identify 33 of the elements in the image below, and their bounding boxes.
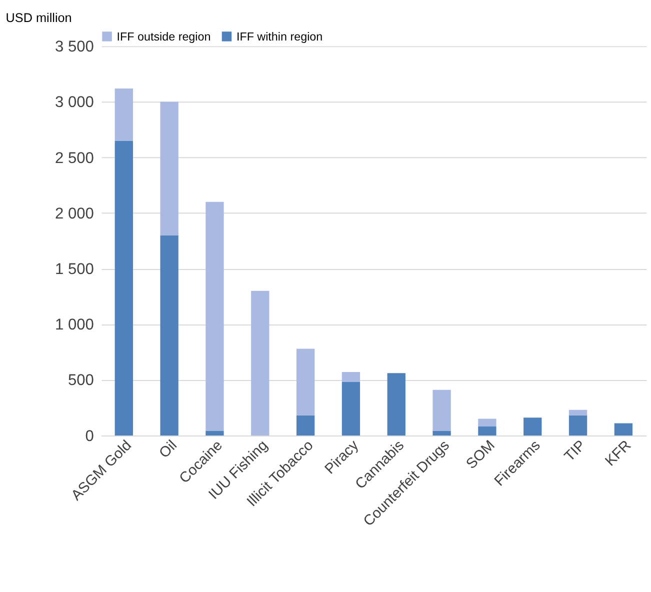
bar: [114, 88, 133, 141]
y-axis-title: USD million: [6, 10, 72, 25]
y-tick-label: 0: [85, 428, 94, 445]
bar: [387, 373, 406, 436]
bar: [432, 390, 451, 431]
bar: [568, 415, 588, 436]
legend-label: IFF outside region: [116, 30, 211, 44]
bar: [478, 426, 496, 436]
y-tick-label: 2 000: [54, 205, 94, 222]
x-tick-label: TIP: [562, 438, 590, 465]
legend-label: IFF within region: [236, 30, 323, 44]
bar: [206, 202, 224, 431]
y-tick-label: 1 500: [54, 260, 94, 278]
x-tick-label: Oil: [156, 438, 180, 462]
bar: [114, 140, 133, 436]
y-tick-label: 3 500: [54, 38, 94, 56]
y-tick-label: 500: [68, 372, 94, 390]
bar: [296, 415, 315, 436]
bar: [251, 290, 270, 436]
bar: [568, 410, 588, 416]
y-tick-label: 2 500: [54, 150, 94, 167]
bar: [478, 418, 496, 427]
bar: [524, 418, 542, 436]
bar: [614, 423, 633, 436]
bar: [160, 235, 178, 436]
bar: [342, 372, 360, 382]
bar: [206, 430, 224, 436]
bar: [342, 382, 360, 436]
bar: [432, 430, 451, 436]
y-tick-label: 3 000: [54, 94, 94, 112]
y-tick-label: 1 000: [54, 316, 94, 334]
bar: [296, 348, 315, 416]
bar: [160, 102, 178, 236]
